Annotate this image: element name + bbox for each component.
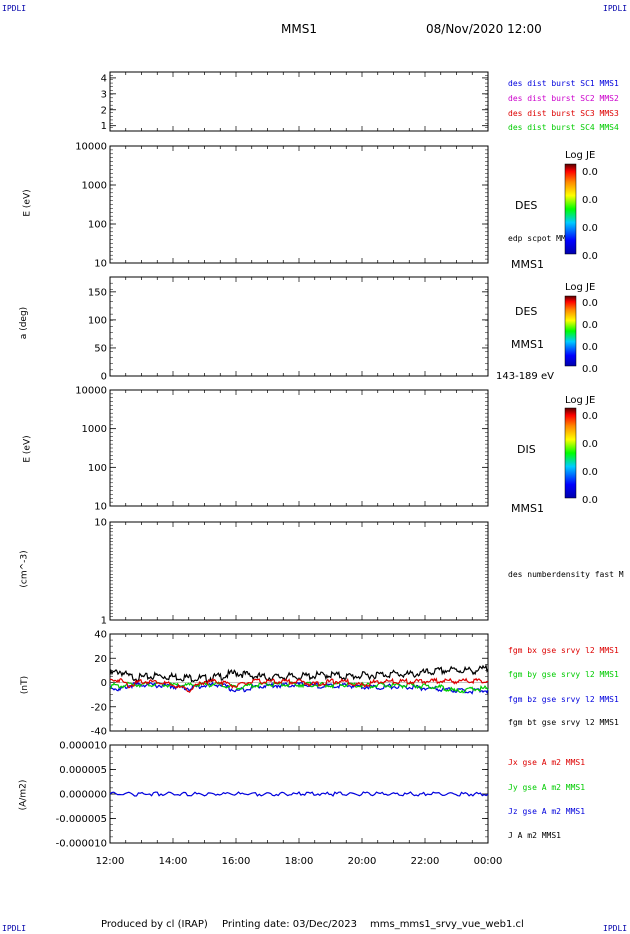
colorbar-2-value-3: 0.0	[582, 342, 598, 353]
ytick-des-energy-2: 100	[88, 220, 107, 231]
legend-jz: Jz gse A m2 MMS1	[508, 807, 586, 816]
colorbar-1-value-2: 0.0	[582, 195, 598, 206]
xtick-2: 16:00	[222, 856, 251, 867]
ytick-fgm-4: -40	[91, 727, 107, 738]
corner-label-top-right: IPDLI	[603, 4, 628, 13]
colorbar-1	[564, 163, 577, 255]
label-edp-scpot: edp scpot MMS1	[508, 234, 576, 243]
legend-jx: Jx gse A m2 MMS1	[508, 758, 586, 767]
panel-frame-des-energy	[109, 145, 489, 264]
ytick-burst-flags-0: 4	[101, 73, 107, 84]
colorbar-2-value-top: 0.0	[582, 298, 598, 309]
footer-printing-date: Printing date: 03/Dec/2023	[222, 919, 358, 930]
legend-density: des numberdensity fast M	[508, 570, 624, 579]
ytick-density-1: 1	[101, 616, 107, 627]
ytick-burst-flags-2: 2	[101, 105, 107, 116]
colorbar-2-value-bottom: 0.0	[582, 364, 598, 375]
label-spacecraft-2: MMS1	[511, 338, 544, 351]
ytick-dis-energy-0: 10000	[75, 386, 107, 397]
label-spacecraft-3: MMS1	[511, 502, 544, 515]
legend-j: J A m2 MMS1	[508, 831, 561, 840]
legend-jy: Jy gse A m2 MMS1	[508, 783, 586, 792]
ytick-burst-flags-3: 1	[101, 121, 107, 132]
legend-burst-sc4: des dist burst SC4 MMS4	[508, 123, 619, 132]
legend-burst-sc3: des dist burst SC3 MMS3	[508, 109, 619, 118]
legend-fgm-by: fgm by gse srvy l2 MMS1	[508, 670, 619, 679]
xtick-5: 22:00	[411, 856, 440, 867]
ytick-fgm-3: -20	[91, 702, 107, 713]
ytick-des-pitch-0: 150	[88, 287, 107, 298]
ytick-des-energy-3: 10	[94, 259, 107, 270]
colorbar-3-value-2: 0.0	[582, 439, 598, 450]
label-des-instrument-2: DES	[515, 305, 538, 318]
panel-frame-des-pitch	[109, 276, 489, 377]
legend-fgm-bz: fgm bz gse srvy l2 MMS1	[508, 695, 619, 704]
ytick-des-energy-1: 1000	[82, 181, 107, 192]
ytick-fgm-1: 20	[94, 654, 107, 665]
ytick-current-0: 0.000010	[59, 741, 107, 752]
header-datetime: 08/Nov/2020 12:00	[426, 22, 542, 36]
colorbar-3	[564, 407, 577, 499]
series-j-a-m2-mms1	[109, 791, 489, 797]
colorbar-1-value-3: 0.0	[582, 223, 598, 234]
xtick-6: 00:00	[474, 856, 503, 867]
ytick-dis-energy-3: 10	[94, 502, 107, 513]
colorbar-2-title: Log JE	[565, 282, 596, 293]
xtick-1: 14:00	[159, 856, 188, 867]
legend-burst-sc1: des dist burst SC1 MMS1	[508, 79, 619, 88]
series-fgm-bx-gse-srvy-l2-mms1	[109, 677, 489, 694]
ytick-current-2: 0.000000	[59, 790, 107, 801]
colorbar-1-value-top: 0.0	[582, 167, 598, 178]
colorbar-1-value-bottom: 0.0	[582, 251, 598, 262]
ytick-burst-flags-1: 3	[101, 89, 107, 100]
footer-produced-by: Produced by cl (IRAP)	[101, 919, 208, 930]
corner-label-top-left: IPDLI	[2, 4, 27, 13]
header-spacecraft: MMS1	[281, 22, 317, 36]
ytick-density-0: 10	[94, 518, 107, 529]
label-energy-range: 143-189 eV	[496, 371, 554, 382]
colorbar-3-value-3: 0.0	[582, 467, 598, 478]
label-des-instrument-1: DES	[515, 199, 538, 212]
xtick-0: 12:00	[96, 856, 125, 867]
colorbar-1-title: Log JE	[565, 150, 596, 161]
legend-fgm-bt: fgm bt gse srvy l2 MMS1	[508, 718, 619, 727]
colorbar-3-title: Log JE	[565, 395, 596, 406]
panel-frame-dis-energy	[109, 389, 489, 507]
series-fgm-bt-gse-srvy-l2-mms1	[109, 663, 489, 683]
ytick-des-pitch-2: 50	[94, 343, 107, 354]
ytick-fgm-0: 40	[94, 630, 107, 641]
colorbar-2	[564, 295, 577, 367]
ytick-fgm-2: 0	[101, 678, 107, 689]
panel-frame-density	[109, 521, 489, 621]
label-spacecraft-1: MMS1	[511, 258, 544, 271]
colorbar-3-value-top: 0.0	[582, 411, 598, 422]
series-fgm-bz-gse-srvy-l2-mms1	[109, 681, 489, 695]
colorbar-2-value-2: 0.0	[582, 320, 598, 331]
ytick-des-energy-0: 10000	[75, 142, 107, 153]
corner-label-bottom-right: IPDLI	[603, 924, 628, 933]
corner-label-bottom-left: IPDLI	[2, 924, 27, 933]
panel-frame-burst-flags	[109, 71, 489, 132]
colorbar-3-value-bottom: 0.0	[582, 495, 598, 506]
xtick-3: 18:00	[285, 856, 314, 867]
ytick-current-4: -0.000010	[56, 839, 107, 850]
ytick-des-pitch-1: 100	[88, 315, 107, 326]
ytick-dis-energy-2: 100	[88, 463, 107, 474]
legend-burst-sc2: des dist burst SC2 MMS2	[508, 94, 619, 103]
label-dis-instrument: DIS	[517, 443, 536, 456]
legend-fgm-bx: fgm bx gse srvy l2 MMS1	[508, 646, 619, 655]
ytick-dis-energy-1: 1000	[82, 424, 107, 435]
ytick-des-pitch-3: 0	[101, 372, 107, 383]
ytick-current-3: -0.000005	[56, 814, 107, 825]
footer-filename: mms_mms1_srvy_vue_web1.cl	[370, 919, 524, 930]
xtick-4: 20:00	[348, 856, 377, 867]
ytick-current-1: 0.000005	[59, 765, 107, 776]
